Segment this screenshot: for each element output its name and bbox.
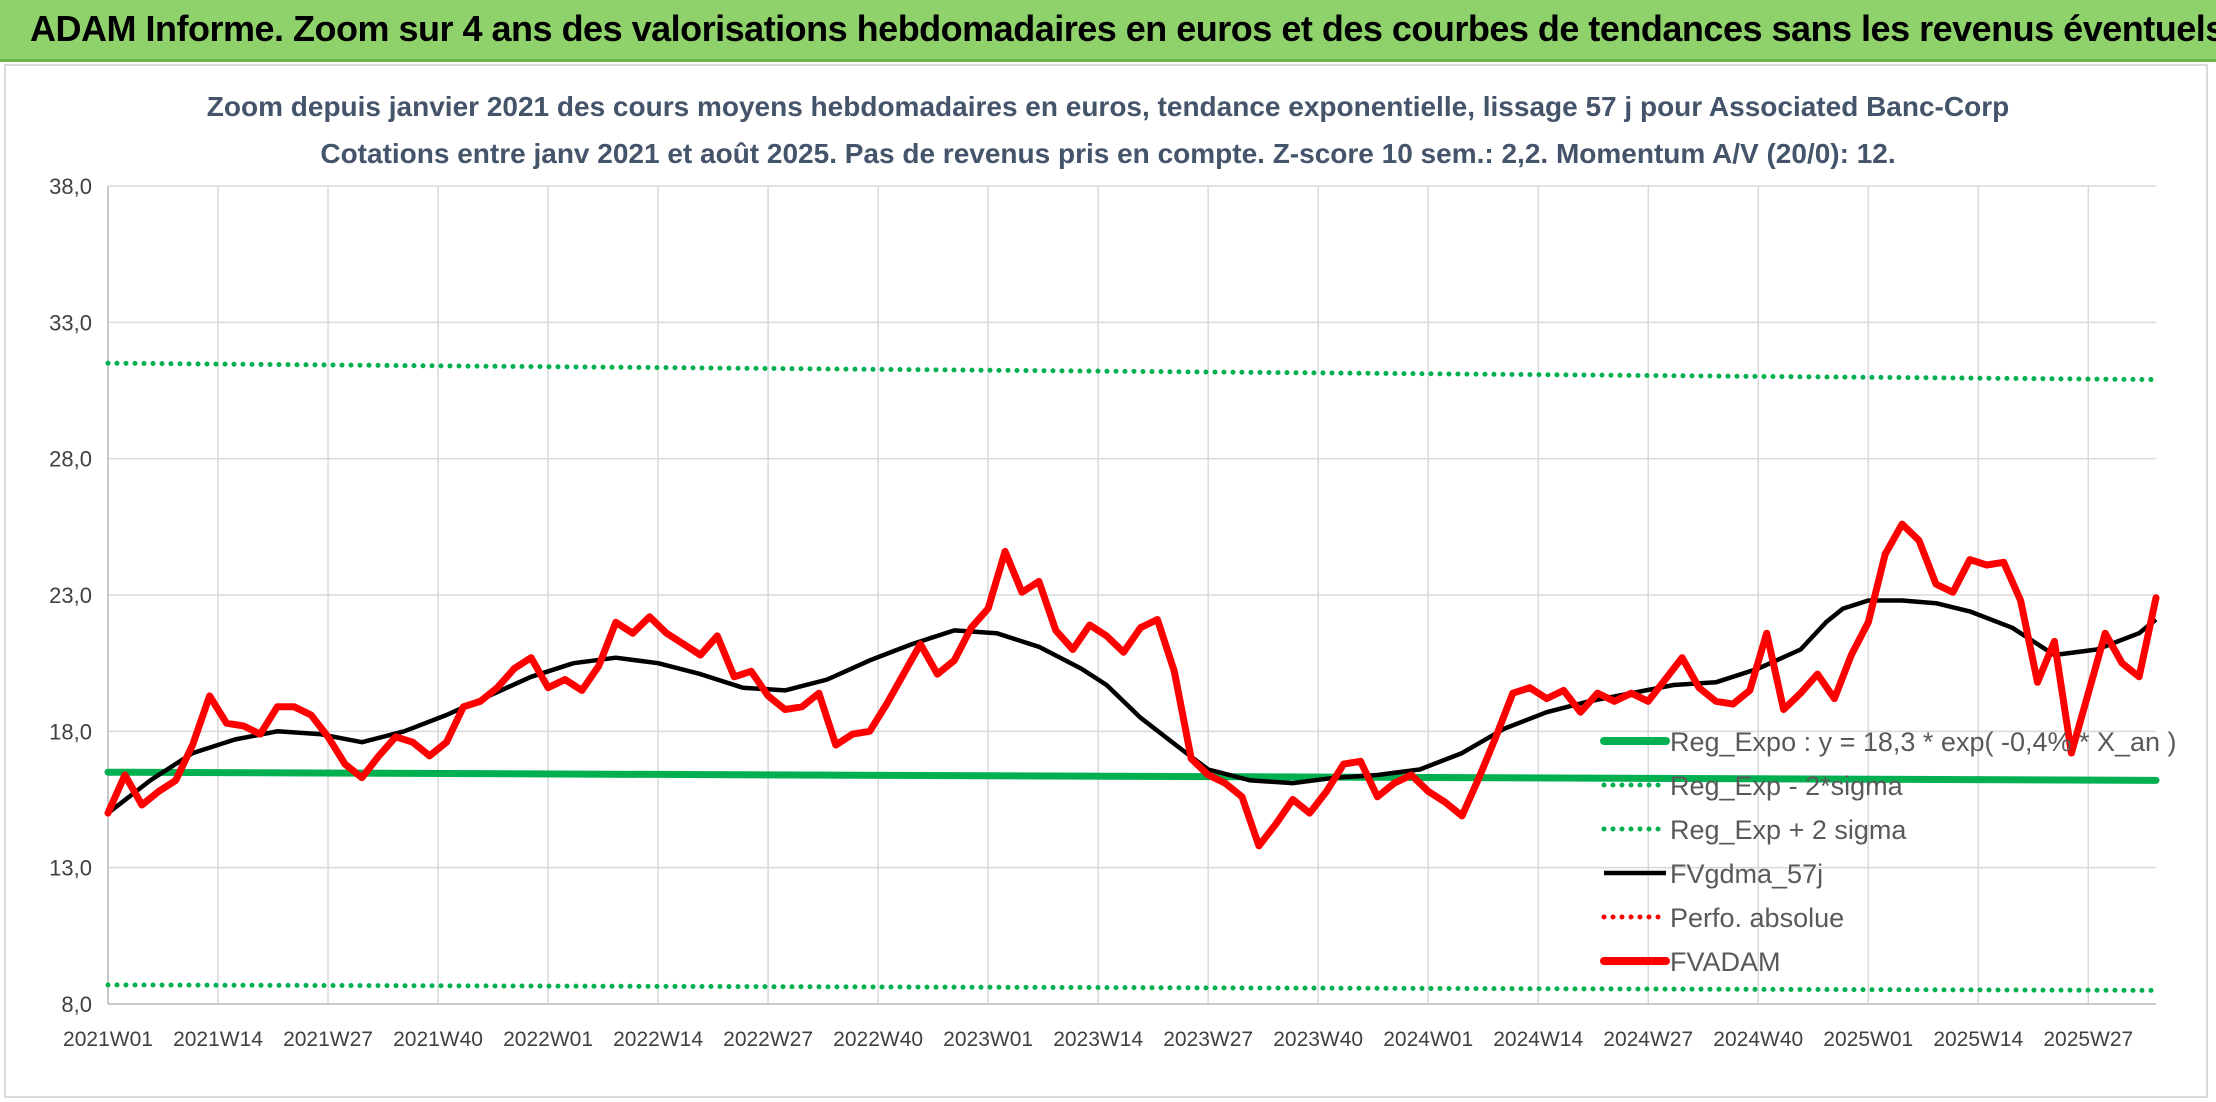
y-tick-label: 28,0 [49,447,92,472]
x-tick-label: 2023W14 [1053,1028,1143,1051]
y-tick-label: 18,0 [49,719,92,744]
series-layer [104,360,2160,993]
legend-label: FVADAM [1670,947,1781,977]
y-tick-label: 8,0 [61,992,92,1017]
x-tick-label: 2022W27 [723,1028,813,1051]
legend-label: Perfo. absolue [1670,903,1844,933]
y-tick-label: 33,0 [49,310,92,335]
x-tick-label: 2024W40 [1713,1028,1803,1051]
x-tick-label: 2025W27 [2043,1028,2133,1051]
axis-labels: 8,0 13,0 18,0 23,0 28,0 33,0 38,0 2021W01 2021W1… [49,174,2133,1051]
chart-title-line2: Cotations entre janv 2021 et août 2025. … [320,138,1895,169]
x-tick-label: 2021W27 [283,1028,373,1051]
x-tick-label: 2023W40 [1273,1028,1363,1051]
series-line-0 [104,768,2160,784]
chart-frame [4,64,2208,1098]
y-tick-label: 38,0 [49,174,92,199]
x-tick-label: 2025W01 [1823,1028,1913,1051]
page-title: ADAM Informe. Zoom sur 4 ans des valoris… [30,8,2216,49]
legend-label: FVgdma_57j [1670,859,1823,889]
grid-layer [107,185,2156,1005]
x-tick-label: 2023W01 [943,1028,1033,1051]
y-tick-label: 13,0 [49,856,92,881]
x-tick-label: 2023W27 [1163,1028,1253,1051]
x-tick-label: 2024W01 [1383,1028,1473,1051]
chart-title-line1: Zoom depuis janvier 2021 des cours moyen… [207,91,2009,122]
series-line-1 [105,982,2159,993]
x-tick-label: 2021W01 [63,1028,153,1051]
series-line-2 [105,360,2159,383]
header-bar: ADAM Informe. Zoom sur 4 ans des valoris… [0,0,2216,62]
series-line-5 [104,520,2160,850]
x-tick-label: 2024W14 [1493,1028,1583,1051]
x-tick-label: 2022W40 [833,1028,923,1051]
legend: Reg_Expo : y = 18,3 * exp( -0,4% * X_an … [1600,727,2177,977]
y-tick-label: 23,0 [49,583,92,608]
x-tick-label: 2025W14 [1933,1028,2023,1051]
x-tick-label: 2021W40 [393,1028,483,1051]
legend-label: Reg_Exp - 2*sigma [1670,771,1904,801]
x-tick-label: 2022W01 [503,1028,593,1051]
x-tick-label: 2024W27 [1603,1028,1693,1051]
legend-label: Reg_Exp + 2 sigma [1670,815,1907,845]
legend-label: Reg_Expo : y = 18,3 * exp( -0,4% * X_an … [1670,727,2177,757]
x-tick-label: 2022W14 [613,1028,703,1051]
x-tick-label: 2021W14 [173,1028,263,1051]
